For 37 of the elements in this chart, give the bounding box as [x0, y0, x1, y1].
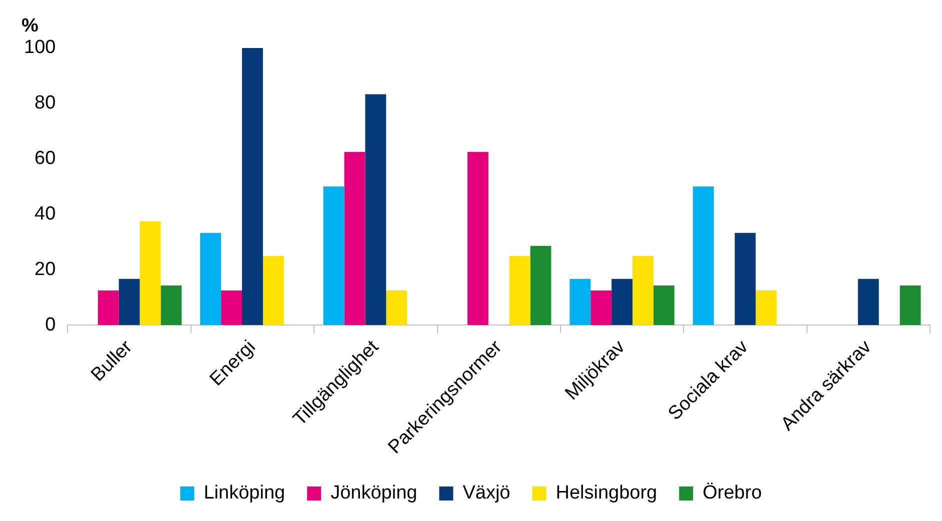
- y-tick-label: 60: [34, 148, 56, 170]
- bar: [221, 290, 242, 326]
- bar: [386, 290, 408, 326]
- y-tick-label: 100: [24, 37, 56, 58]
- bar: [98, 290, 119, 326]
- legend-label: Linköping: [204, 482, 286, 504]
- y-tick-label: 20: [34, 258, 56, 280]
- y-tick-label: 80: [34, 92, 56, 114]
- bar: [632, 256, 654, 326]
- y-tick-label: 40: [34, 204, 56, 224]
- y-tick-label: 0: [45, 314, 56, 336]
- bar: [262, 256, 284, 326]
- bar: [858, 278, 879, 326]
- bar: [118, 278, 140, 326]
- legend-label: Växjö: [462, 482, 510, 504]
- bar: [530, 246, 552, 326]
- legend-label: Jönköping: [330, 482, 418, 504]
- y-axis-title: %: [22, 16, 39, 37]
- bar: [653, 285, 674, 326]
- bar: [692, 186, 714, 326]
- bar: [140, 221, 161, 326]
- bar: [467, 152, 488, 326]
- bar: [612, 278, 633, 326]
- legend-label: Örebro: [702, 482, 762, 504]
- bar: [160, 285, 182, 326]
- bar: [509, 256, 530, 326]
- bar: [344, 152, 366, 326]
- bar: [242, 48, 263, 326]
- bar: [323, 186, 344, 326]
- bar: [734, 232, 756, 326]
- bar: [365, 94, 386, 326]
- legend-label: Helsingborg: [556, 482, 658, 504]
- bar: [590, 290, 612, 326]
- bar: [900, 285, 921, 326]
- bar: [200, 232, 222, 326]
- bar: [756, 290, 777, 326]
- bar: [570, 278, 591, 326]
